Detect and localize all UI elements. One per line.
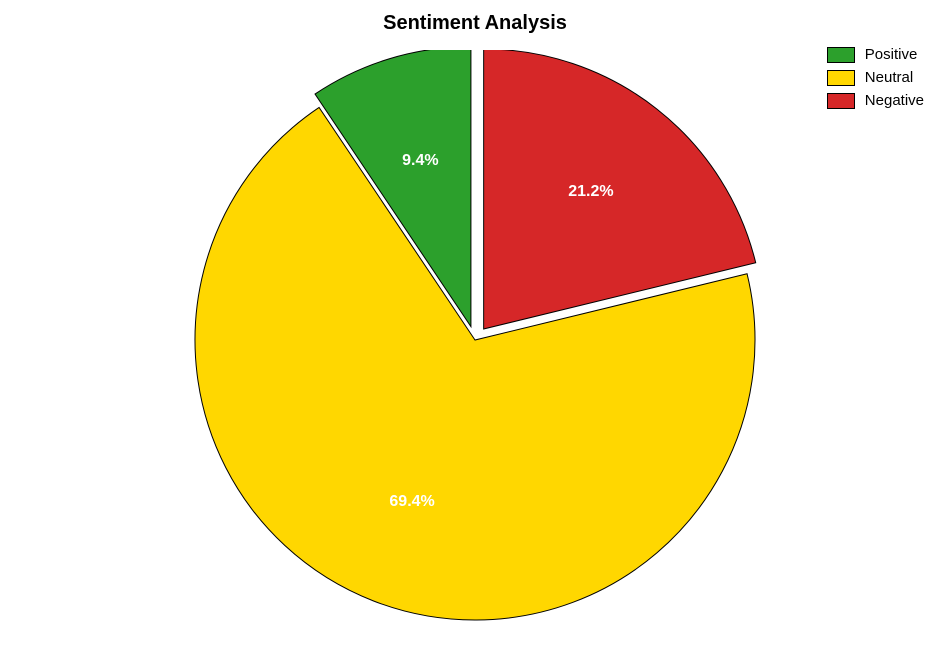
legend-label-negative: Negative xyxy=(865,92,924,109)
legend-swatch-positive xyxy=(827,47,855,63)
slice-label-positive: 9.4% xyxy=(402,152,438,170)
legend-swatch-neutral xyxy=(827,70,855,86)
legend-label-neutral: Neutral xyxy=(865,69,913,86)
legend-item-neutral: Neutral xyxy=(827,69,924,86)
pie-chart: 9.4% 69.4% 21.2% xyxy=(185,50,765,630)
slice-label-negative: 21.2% xyxy=(568,183,613,201)
legend-item-negative: Negative xyxy=(827,92,924,109)
legend-label-positive: Positive xyxy=(865,46,918,63)
legend-swatch-negative xyxy=(827,93,855,109)
legend-item-positive: Positive xyxy=(827,46,924,63)
chart-title: Sentiment Analysis xyxy=(383,12,567,35)
legend: Positive Neutral Negative xyxy=(827,46,924,115)
slice-label-neutral: 69.4% xyxy=(389,493,434,511)
